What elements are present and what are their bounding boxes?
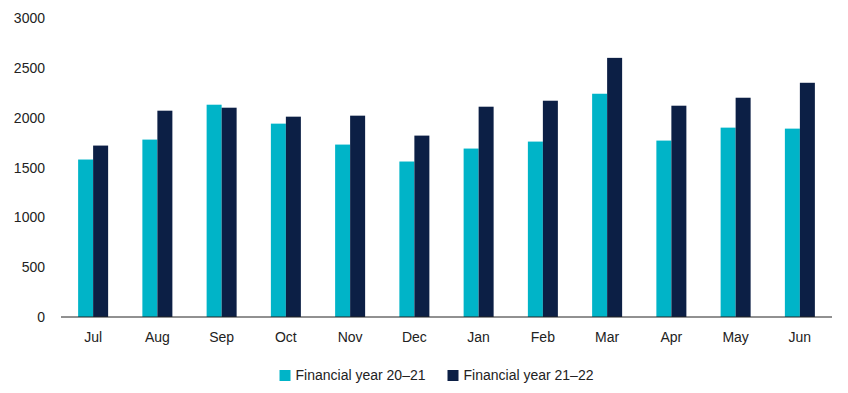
bar bbox=[721, 128, 736, 317]
bar bbox=[350, 116, 365, 317]
bar bbox=[286, 117, 301, 317]
y-tick-label: 1500 bbox=[14, 160, 45, 176]
chart: 0 500 1000 1500 2000 2500 3000 Jul Aug Sep Oct Nov D… bbox=[0, 0, 848, 393]
x-tick-label: Sep bbox=[209, 329, 234, 345]
bars bbox=[78, 58, 815, 317]
x-tick-label: Nov bbox=[338, 329, 363, 345]
bar bbox=[607, 58, 622, 317]
x-axis-line bbox=[61, 317, 832, 318]
legend-label: Financial year 20–21 bbox=[296, 367, 426, 383]
y-tick-label: 3000 bbox=[14, 10, 45, 26]
bar bbox=[785, 129, 800, 317]
x-tick-label: Dec bbox=[402, 329, 427, 345]
bar bbox=[528, 142, 543, 317]
legend: Financial year 20–21 Financial year 21–22 bbox=[280, 367, 594, 383]
x-tick-label: Oct bbox=[275, 329, 297, 345]
y-axis: 0 500 1000 1500 2000 2500 3000 bbox=[14, 10, 45, 325]
bar bbox=[335, 145, 350, 317]
bar bbox=[142, 140, 157, 317]
bar bbox=[479, 107, 494, 317]
y-tick-label: 0 bbox=[37, 309, 45, 325]
x-tick-label: Feb bbox=[531, 329, 555, 345]
x-tick-label: Jun bbox=[789, 329, 812, 345]
y-tick-label: 500 bbox=[22, 259, 46, 275]
x-tick-label: Aug bbox=[145, 329, 170, 345]
bar bbox=[222, 108, 237, 317]
bar bbox=[271, 124, 286, 317]
bar bbox=[93, 146, 108, 317]
bar bbox=[656, 141, 671, 317]
bar bbox=[671, 106, 686, 317]
x-tick-label: Mar bbox=[595, 329, 619, 345]
bar bbox=[592, 94, 607, 317]
bar bbox=[78, 160, 93, 317]
x-tick-label: Jan bbox=[467, 329, 490, 345]
bar bbox=[736, 98, 751, 317]
legend-label: Financial year 21–22 bbox=[464, 367, 594, 383]
bar bbox=[399, 162, 414, 317]
y-tick-label: 2500 bbox=[14, 60, 45, 76]
y-tick-label: 1000 bbox=[14, 209, 45, 225]
legend-swatch bbox=[280, 370, 291, 381]
bar bbox=[157, 111, 172, 317]
legend-item: Financial year 20–21 bbox=[280, 367, 426, 383]
x-tick-label: Jul bbox=[84, 329, 102, 345]
x-axis: Jul Aug Sep Oct Nov Dec Jan Feb Mar Apr May Jun bbox=[61, 317, 832, 345]
bar bbox=[207, 105, 222, 317]
x-tick-label: Apr bbox=[660, 329, 682, 345]
x-tick-label: May bbox=[722, 329, 748, 345]
legend-item: Financial year 21–22 bbox=[448, 367, 594, 383]
bar bbox=[464, 149, 479, 317]
bar bbox=[543, 101, 558, 317]
legend-swatch bbox=[448, 370, 459, 381]
bar bbox=[800, 83, 815, 317]
bar bbox=[414, 136, 429, 317]
y-tick-label: 2000 bbox=[14, 110, 45, 126]
